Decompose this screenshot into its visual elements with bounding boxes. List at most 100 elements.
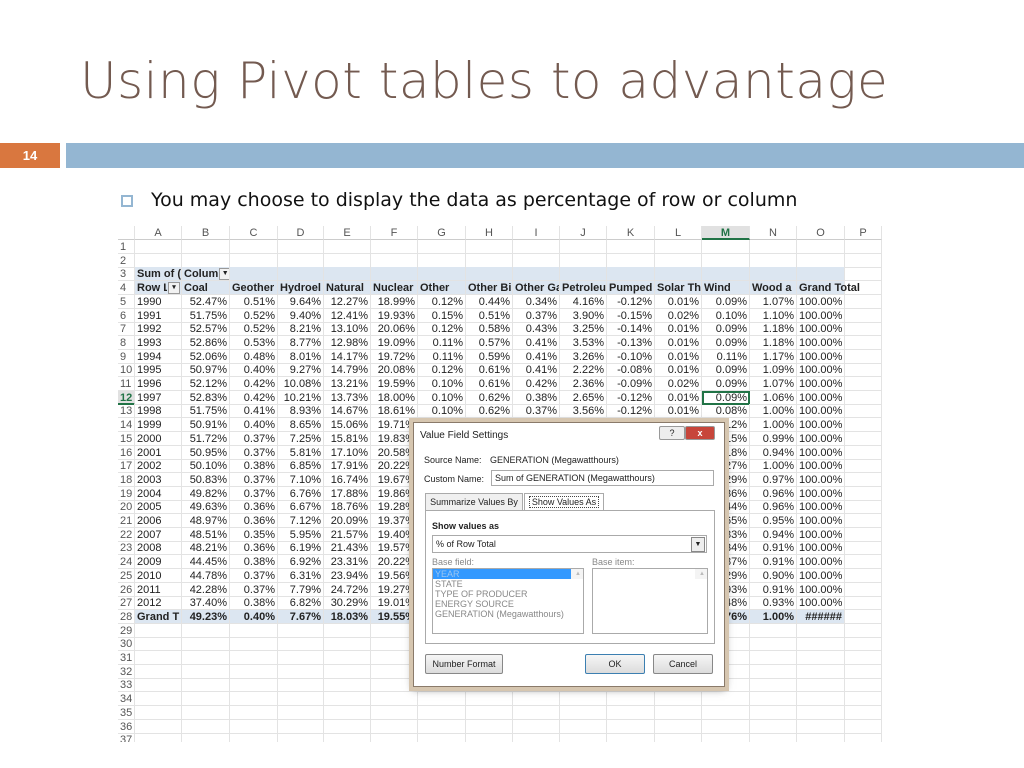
cell[interactable] [750,240,797,254]
cell[interactable] [845,555,882,570]
cell[interactable]: 0.37% [230,568,278,583]
cell[interactable] [845,733,882,742]
cell[interactable]: 0.57% [466,335,513,350]
pivot-column-label[interactable]: Grand Total [797,281,860,296]
cell[interactable] [797,623,845,638]
cell[interactable]: 20.58% [371,445,418,460]
row-header[interactable]: 26 [118,582,135,597]
cell[interactable] [513,253,560,268]
cell[interactable] [371,240,418,254]
cell[interactable]: 50.91% [182,418,230,433]
cell[interactable]: 0.42% [230,377,278,391]
cell[interactable] [750,678,797,693]
column-header[interactable]: E [324,226,371,240]
cell[interactable] [324,719,371,734]
cell[interactable] [513,692,560,707]
cell[interactable]: 0.02% [655,377,702,391]
cell[interactable] [845,541,882,556]
cell[interactable] [845,445,882,460]
cell[interactable] [797,719,845,734]
grand-total-cell[interactable]: Grand T [135,609,182,624]
cell[interactable] [560,267,607,282]
cell[interactable]: 0.41% [513,363,560,378]
cell[interactable]: 0.42% [230,390,278,405]
cell[interactable]: 13.73% [324,390,371,405]
column-header[interactable]: D [278,226,324,240]
cell[interactable]: 0.08% [702,404,750,419]
column-header[interactable]: F [371,226,418,240]
cell[interactable]: 21.43% [324,541,371,556]
cell[interactable]: 7.25% [278,431,324,446]
cell[interactable]: 0.99% [750,431,797,446]
cell[interactable] [702,719,750,734]
cell[interactable]: 52.06% [182,349,230,364]
cell[interactable]: 16.74% [324,472,371,487]
cell[interactable]: 0.10% [418,377,466,391]
cell[interactable] [845,651,882,665]
row-header[interactable]: 37 [118,733,135,742]
cell[interactable] [845,568,882,583]
cell[interactable]: 30.29% [324,596,371,611]
cell[interactable] [702,678,750,693]
row-header[interactable]: 17 [118,459,135,474]
cell[interactable]: 0.94% [750,527,797,542]
cell[interactable]: 17.88% [324,486,371,501]
custom-name-input[interactable]: Sum of GENERATION (Megawatthours) [491,470,714,486]
row-header[interactable]: 7 [118,322,135,337]
grand-total-cell[interactable]: 49.23% [182,609,230,624]
cell[interactable] [845,404,882,419]
cell[interactable] [513,705,560,720]
cell[interactable]: 100.00% [797,486,845,501]
cell[interactable] [230,637,278,652]
cell[interactable] [845,349,882,364]
cell[interactable]: 0.48% [230,349,278,364]
cell[interactable]: 0.36% [230,541,278,556]
cell[interactable] [182,651,230,665]
cell[interactable]: 100.00% [797,308,845,323]
cell[interactable] [750,664,797,679]
cell[interactable] [750,651,797,665]
cell[interactable]: 1991 [135,308,182,323]
cell[interactable] [230,719,278,734]
cell[interactable] [182,678,230,693]
cell[interactable]: 0.38% [230,459,278,474]
cell[interactable]: 100.00% [797,363,845,378]
cell[interactable]: 52.12% [182,377,230,391]
cell[interactable]: 0.37% [230,431,278,446]
cell[interactable]: 19.83% [371,431,418,446]
cell[interactable]: 0.90% [750,568,797,583]
cell[interactable]: 0.12% [418,363,466,378]
cell[interactable]: 0.91% [750,555,797,570]
cell[interactable]: 1998 [135,404,182,419]
cell[interactable] [182,692,230,707]
cell[interactable] [466,733,513,742]
cell[interactable]: 9.27% [278,363,324,378]
cell[interactable] [560,240,607,254]
cell[interactable]: 1990 [135,294,182,309]
cell[interactable] [750,267,797,282]
cell[interactable] [418,240,466,254]
cell[interactable]: 52.47% [182,294,230,309]
cell[interactable]: 0.42% [513,377,560,391]
cell[interactable] [845,431,882,446]
cell[interactable]: 1.06% [750,390,797,405]
cell[interactable]: 7.79% [278,582,324,597]
cell[interactable]: 8.65% [278,418,324,433]
cell[interactable]: 2001 [135,445,182,460]
cell[interactable]: 20.22% [371,459,418,474]
cell[interactable]: 12.98% [324,335,371,350]
cell[interactable] [135,705,182,720]
cell[interactable] [607,692,655,707]
row-header[interactable]: 19 [118,486,135,501]
grand-total-cell[interactable]: 1.00% [750,609,797,624]
cell[interactable]: 18.99% [371,294,418,309]
cell[interactable] [371,705,418,720]
cell[interactable]: 0.38% [513,390,560,405]
cell[interactable] [845,472,882,487]
cell[interactable] [845,294,882,309]
cell[interactable]: 0.09% [702,363,750,378]
cell[interactable] [278,678,324,693]
cell[interactable]: 21.57% [324,527,371,542]
cell[interactable]: 23.31% [324,555,371,570]
cell[interactable] [182,623,230,638]
